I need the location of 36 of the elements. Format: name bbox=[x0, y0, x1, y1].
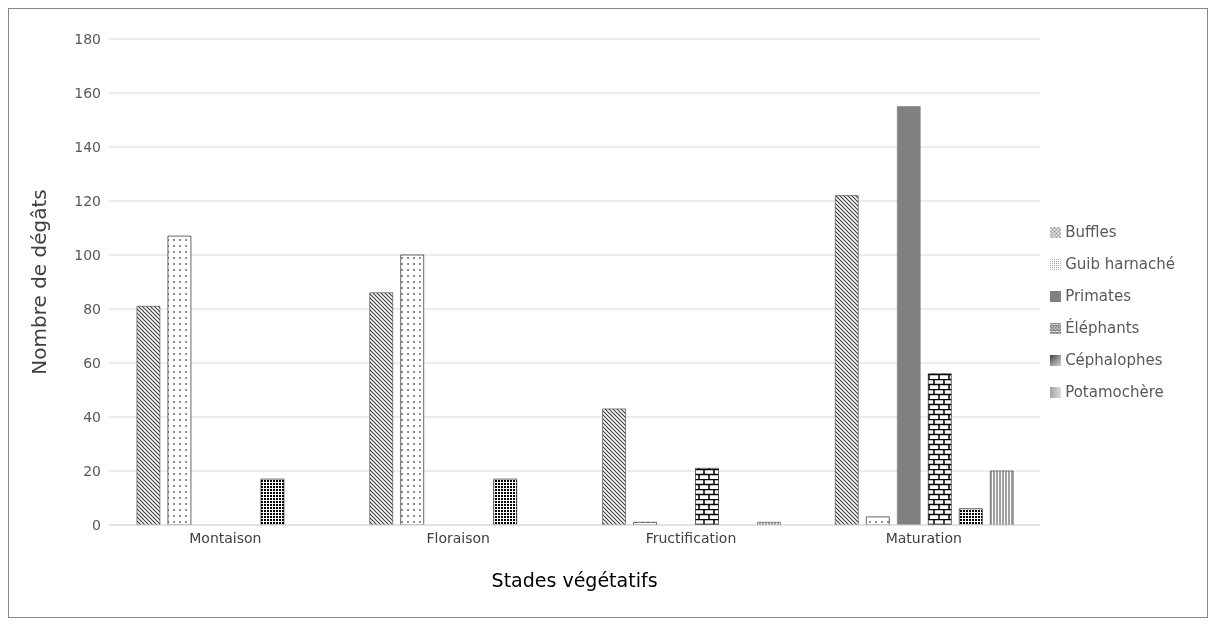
legend-label: Céphalophes bbox=[1065, 351, 1163, 369]
y-tick-label: 100 bbox=[74, 246, 101, 263]
bar bbox=[927, 373, 952, 525]
legend-label: Éléphants bbox=[1065, 319, 1140, 337]
x-tick-label: Montaison bbox=[189, 529, 262, 546]
bar bbox=[602, 408, 626, 525]
legend-label: Guib harnaché bbox=[1065, 255, 1175, 273]
bar bbox=[493, 478, 518, 525]
legend-label: Potamochère bbox=[1065, 383, 1164, 401]
y-tick-label: 20 bbox=[83, 462, 101, 479]
y-tick-label: 80 bbox=[83, 300, 101, 317]
bar bbox=[865, 516, 890, 525]
bar bbox=[989, 470, 1014, 525]
x-tick-label: Fructification bbox=[645, 529, 737, 546]
bar bbox=[136, 306, 161, 525]
y-tick-label: 180 bbox=[74, 30, 101, 47]
y-tick-label: 0 bbox=[92, 516, 101, 533]
y-tick-label: 140 bbox=[74, 138, 101, 155]
bar bbox=[369, 292, 394, 525]
bar bbox=[958, 508, 983, 525]
x-tick-label: Maturation bbox=[885, 529, 962, 546]
y-tick-label: 40 bbox=[83, 408, 101, 425]
legend-label: Buffles bbox=[1065, 223, 1117, 241]
x-tick-label: Floraison bbox=[426, 529, 490, 546]
bar bbox=[896, 106, 921, 525]
y-tick-label: 60 bbox=[83, 354, 101, 371]
y-axis-title: Nombre de dégâts bbox=[27, 189, 52, 375]
y-tick-label: 120 bbox=[74, 192, 101, 209]
bar bbox=[260, 478, 285, 525]
x-axis-title: Stades végétatifs bbox=[491, 569, 658, 591]
bar bbox=[167, 235, 192, 525]
y-tick-label: 160 bbox=[74, 84, 101, 101]
bar bbox=[400, 254, 425, 525]
legend-label: Primates bbox=[1065, 287, 1131, 305]
bar bbox=[695, 468, 719, 525]
bar bbox=[834, 195, 859, 525]
